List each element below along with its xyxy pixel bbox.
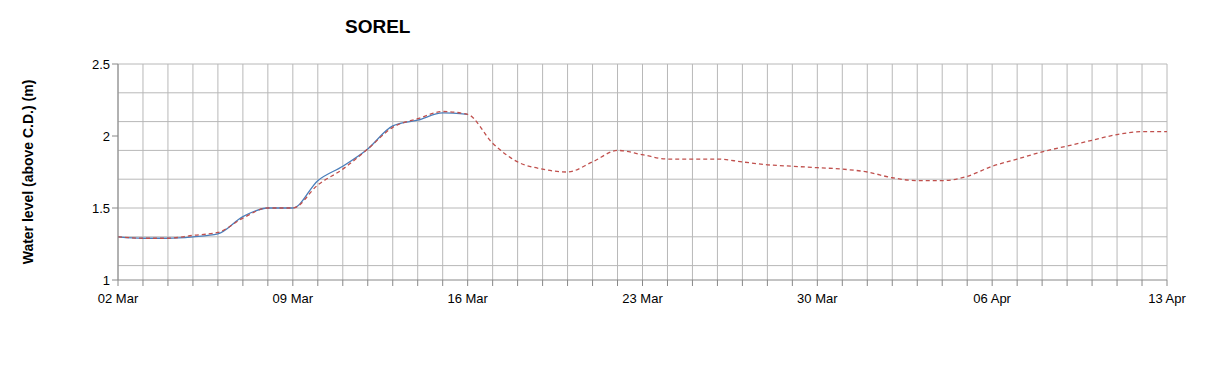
svg-text:23 Mar: 23 Mar	[622, 291, 663, 306]
svg-text:02 Mar: 02 Mar	[98, 291, 139, 306]
svg-text:30 Mar: 30 Mar	[797, 291, 838, 306]
svg-text:2.5: 2.5	[92, 57, 110, 72]
svg-text:16 Mar: 16 Mar	[447, 291, 488, 306]
svg-text:1: 1	[103, 273, 110, 288]
svg-text:09 Mar: 09 Mar	[273, 291, 314, 306]
svg-text:06 Apr: 06 Apr	[973, 291, 1011, 306]
svg-text:1.5: 1.5	[92, 201, 110, 216]
html-text:SOREL: SOREL	[345, 16, 411, 37]
svg-text:13 Apr: 13 Apr	[1148, 291, 1186, 306]
svg-text:Water level (above C.D.) (m): Water level (above C.D.) (m)	[20, 80, 36, 265]
svg-text:2: 2	[103, 129, 110, 144]
